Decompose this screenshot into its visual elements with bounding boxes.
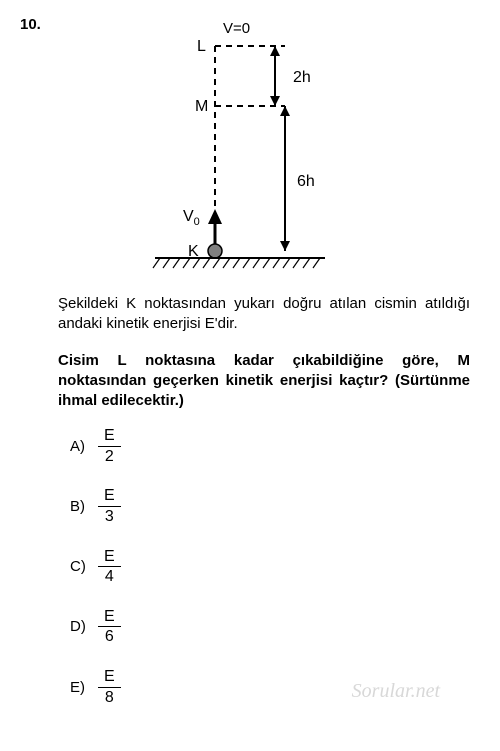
option-c: C) E 4	[70, 548, 480, 586]
question-prompt: Cisim L noktasına kadar çıkabildiğine gö…	[58, 351, 470, 412]
label-6h: 6h	[297, 173, 315, 190]
fraction: E 2	[98, 427, 121, 465]
label-2h: 2h	[293, 69, 311, 86]
label-L: L	[197, 38, 206, 55]
question-number: 10.	[20, 16, 41, 33]
fraction: E 3	[98, 487, 121, 525]
question-body: Şekildeki K noktasından yukarı doğru atı…	[58, 294, 470, 335]
label-V0: V0	[183, 208, 200, 228]
option-b: B) E 3	[70, 487, 480, 525]
option-label: D)	[70, 618, 98, 635]
label-K: K	[188, 243, 199, 260]
physics-diagram: V=0 L M K 2h 6h V0	[135, 16, 365, 276]
fraction: E 8	[98, 668, 121, 706]
options-list: A) E 2 B) E 3 C) E 4 D) E 6 E) E 8	[70, 427, 480, 706]
option-label: A)	[70, 438, 98, 455]
option-label: C)	[70, 558, 98, 575]
label-v0-top: V=0	[223, 20, 250, 37]
watermark: Sorular.net	[352, 680, 440, 703]
label-M: M	[195, 98, 208, 115]
option-label: B)	[70, 498, 98, 515]
option-d: D) E 6	[70, 608, 480, 646]
option-a: A) E 2	[70, 427, 480, 465]
fraction: E 6	[98, 608, 121, 646]
fraction: E 4	[98, 548, 121, 586]
option-label: E)	[70, 679, 98, 696]
